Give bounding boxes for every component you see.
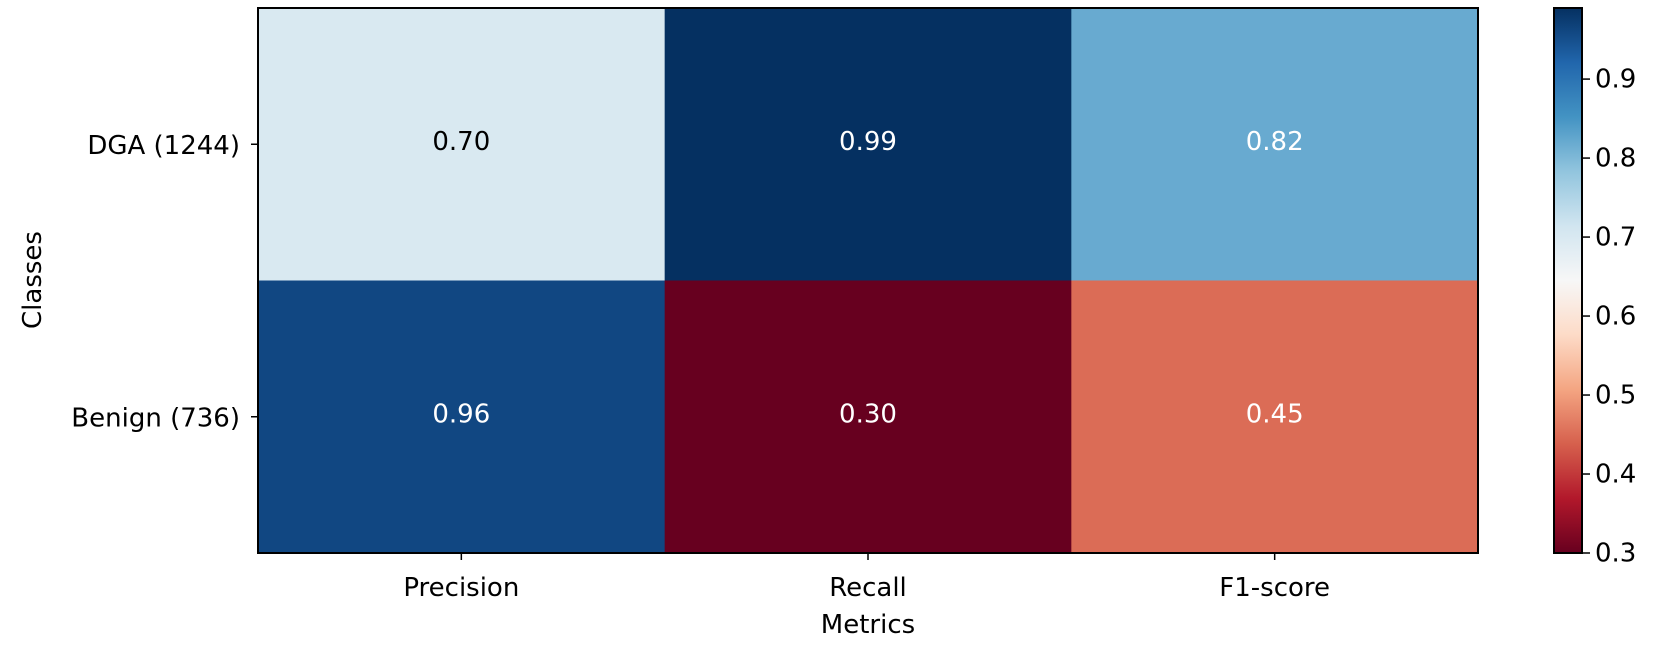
colorbar-tick-label: 0.4 [1595,460,1636,490]
heatmap-cell [664,8,1072,281]
cell-value-label: 0.70 [432,127,490,157]
colorbar-gradient [1553,7,1583,554]
x-axis: Precision Recall F1-score [403,553,1330,603]
cell-value-label: 0.45 [1246,399,1304,429]
colorbar: 0.3 0.4 0.5 0.6 0.7 0.8 0.9 [1553,7,1636,569]
y-tick-label: DGA (1244) [87,131,240,161]
cell-value-label: 0.96 [432,399,490,429]
cell-value-label: 0.30 [839,399,897,429]
colorbar-tick-label: 0.8 [1595,144,1636,174]
colorbar-tick-label: 0.7 [1595,223,1636,253]
colorbar-tick-label: 0.6 [1595,302,1636,332]
cell-value-label: 0.99 [839,127,897,157]
heatmap-cell [258,8,666,281]
heatmap-cell [258,280,666,554]
y-axis: DGA (1244) Benign (736) [71,131,258,433]
heatmap-cell [1071,280,1479,554]
x-tick-label: F1-score [1219,573,1330,603]
x-tick-label: Recall [829,573,907,603]
y-axis-label: Classes [18,231,48,329]
x-tick-label: Precision [403,573,519,603]
y-tick-label: Benign (736) [71,403,240,433]
colorbar-ticks: 0.3 0.4 0.5 0.6 0.7 0.8 0.9 [1582,65,1636,569]
colorbar-tick-label: 0.9 [1595,65,1636,95]
heatmap-cell [1071,8,1479,281]
heatmap-cell [664,280,1072,554]
colorbar-tick-label: 0.5 [1595,381,1636,411]
x-axis-label: Metrics [821,610,915,640]
heatmap-cells: 0.70 0.99 0.82 0.96 0.30 0.45 [258,8,1479,554]
colorbar-tick-label: 0.3 [1595,539,1636,569]
cell-value-label: 0.82 [1246,127,1304,157]
